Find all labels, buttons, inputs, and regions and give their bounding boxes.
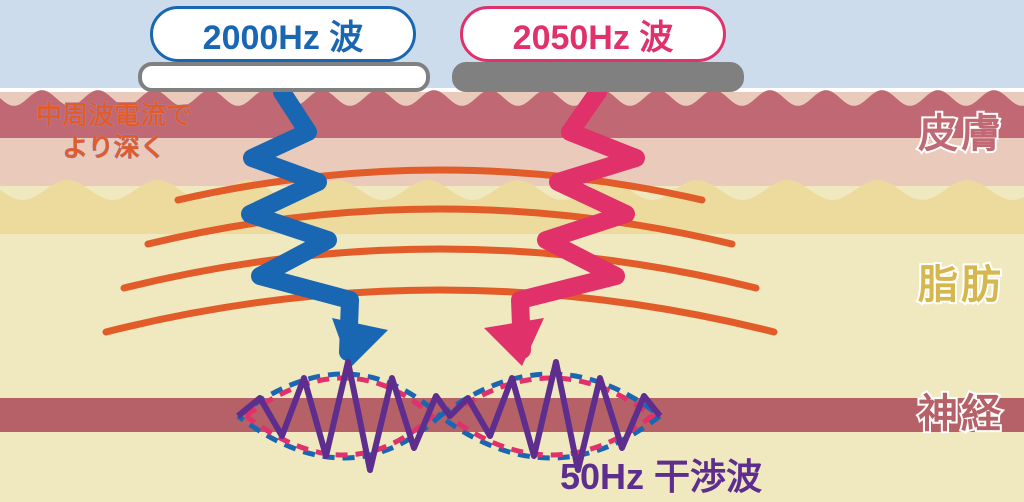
- freq-label-left: 2000Hz 波: [150, 6, 416, 62]
- interference-label-text: 50Hz 干渉波: [560, 456, 762, 497]
- electrode-right: [452, 62, 744, 92]
- electrode-left: [138, 62, 430, 92]
- freq-label-right: 2050Hz 波: [460, 6, 726, 62]
- freq-label-right-text: 2050Hz 波: [513, 10, 674, 59]
- interference-label: 50Hz 干渉波: [560, 448, 762, 500]
- layer-nerve: [0, 398, 1024, 432]
- freq-label-left-text: 2000Hz 波: [203, 10, 364, 59]
- layer-skin: [0, 92, 1024, 190]
- layer-fat: [0, 186, 1024, 502]
